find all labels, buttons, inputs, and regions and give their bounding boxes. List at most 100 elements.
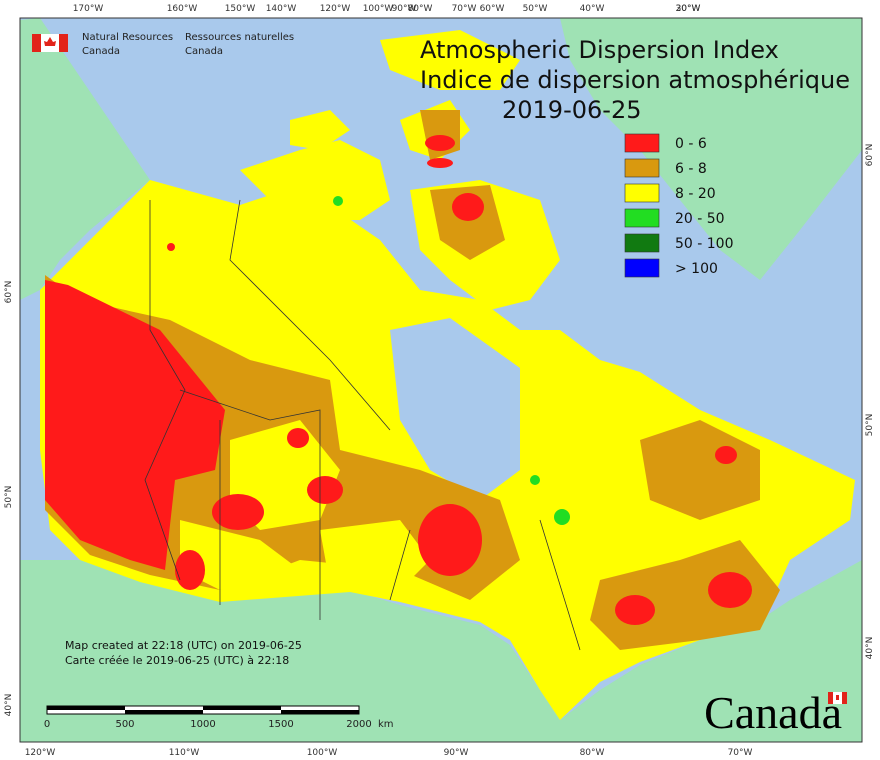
dispersion-zone	[175, 550, 205, 590]
created-note: Carte créée le 2019-06-25 (UTC) à 22:18	[65, 654, 289, 667]
legend-swatch	[624, 133, 660, 153]
longitude-label: 120°W	[25, 748, 56, 758]
dispersion-zone	[430, 185, 505, 260]
dispersion-zone	[708, 572, 752, 608]
nrcan-logo	[32, 34, 68, 52]
legend: 0 - 6 6 - 8 8 - 20 20 - 50 50 - 100 > 100	[624, 133, 734, 278]
longitude-label: 80°W	[580, 748, 605, 758]
greenland	[560, 18, 862, 280]
longitude-label: 100°W	[363, 4, 394, 14]
border	[389, 529, 411, 601]
scale-bar-segment	[125, 710, 203, 714]
border	[179, 389, 321, 620]
scale-bar-segment	[47, 706, 125, 710]
longitude-label: 70°W	[728, 748, 753, 758]
dispersion-zone	[425, 135, 455, 151]
dispersion-zone	[212, 494, 264, 530]
ellesmere-island	[380, 30, 520, 90]
flag-bar	[842, 692, 847, 704]
scale-label: 500	[115, 719, 134, 730]
legend-swatch	[624, 233, 660, 253]
longitude-label: 70°W	[452, 4, 477, 14]
longitude-label: 120°W	[320, 4, 351, 14]
scale-bar	[46, 705, 360, 715]
map-date: 2019-06-25	[502, 96, 641, 124]
latitude-label: 60°N	[865, 144, 875, 167]
longitude-label: 170°W	[73, 4, 104, 14]
wordmark-flag	[828, 692, 847, 704]
created-note: Map created at 22:18 (UTC) on 2019-06-25	[65, 639, 302, 652]
dispersion-zone	[452, 193, 484, 221]
map-title: Indice de dispersion atmosphérique	[420, 66, 850, 94]
agency-en: Canada	[82, 46, 120, 57]
legend-swatch	[624, 183, 660, 203]
dispersion-zone	[180, 520, 300, 590]
usa	[20, 560, 862, 742]
longitude-label: 140°W	[266, 4, 297, 14]
canada-wordmark: Canada	[704, 687, 842, 738]
dispersion-zone	[307, 476, 343, 504]
latitude-label: 50°N	[4, 486, 14, 509]
latitude-label: 60°N	[4, 281, 14, 304]
agency-fr: Ressources naturelles	[185, 32, 294, 43]
longitude-label: 30°W	[676, 4, 701, 14]
scale-label: 0	[44, 719, 50, 730]
arctic-island	[240, 140, 390, 220]
flag-bar	[32, 34, 41, 52]
longitude-label: 160°W	[167, 4, 198, 14]
longitude-label: 90°W	[392, 4, 417, 14]
flag-bar	[828, 692, 833, 704]
longitude-label: 60°W	[480, 4, 505, 14]
maple-leaf	[836, 695, 839, 700]
legend-label: 0 - 6	[675, 136, 707, 152]
hudson-bay	[390, 318, 520, 500]
border	[229, 199, 391, 431]
agency-fr: Canada	[185, 46, 223, 57]
latitude-label: 50°N	[865, 414, 875, 437]
alaska	[20, 18, 150, 300]
longitude-label: 110°W	[169, 748, 200, 758]
scale-bar-segment	[281, 710, 359, 714]
legend-swatch	[624, 158, 660, 178]
scale-unit: km	[378, 719, 394, 730]
border	[144, 200, 186, 581]
dispersion-zone	[530, 475, 540, 485]
scale-label: 1500	[268, 719, 293, 730]
latitude-label: 40°N	[4, 694, 14, 717]
graticule-labels: 170°W 160°W 150°W 140°W 120°W 100°W90°W80°W 70…	[4, 4, 875, 758]
legend-label: 6 - 8	[675, 161, 707, 177]
dispersion-zone	[418, 504, 482, 576]
longitude-label: 20°W	[676, 4, 701, 14]
longitude-label: 150°W	[225, 4, 256, 14]
longitude-label: 90°W	[444, 748, 469, 758]
dispersion-zone	[427, 158, 453, 168]
map-frame	[19, 17, 863, 743]
flag-bar	[59, 34, 68, 52]
scale-label: 1000	[190, 719, 215, 730]
agency-en: Natural Resources	[82, 32, 173, 43]
scale-label: 2000	[346, 719, 371, 730]
map-title: Atmospheric Dispersion Index	[420, 36, 779, 64]
latitude-label: 40°N	[865, 637, 875, 660]
dispersion-zone	[715, 446, 737, 464]
longitude-label: 80°W	[408, 4, 433, 14]
legend-swatch	[624, 258, 660, 278]
longitude-label: 50°W	[523, 4, 548, 14]
arctic-island	[290, 110, 350, 150]
scale-labels: 0 500 1000 1500 2000 km	[44, 719, 394, 730]
border	[539, 519, 581, 651]
legend-label: 50 - 100	[675, 236, 734, 252]
dispersion-zone	[320, 520, 430, 590]
legend-label: > 100	[675, 261, 718, 277]
legend-swatch	[624, 208, 660, 228]
dispersion-zone	[615, 595, 655, 625]
longitude-label: 100°W	[307, 748, 338, 758]
scale-bar-segment	[203, 706, 281, 710]
longitude-label: 40°W	[580, 4, 605, 14]
map-area	[19, 17, 863, 743]
dispersion-zone	[554, 509, 570, 525]
legend-label: 8 - 20	[675, 186, 716, 202]
dispersion-zone	[45, 280, 225, 570]
legend-label: 20 - 50	[675, 211, 725, 227]
